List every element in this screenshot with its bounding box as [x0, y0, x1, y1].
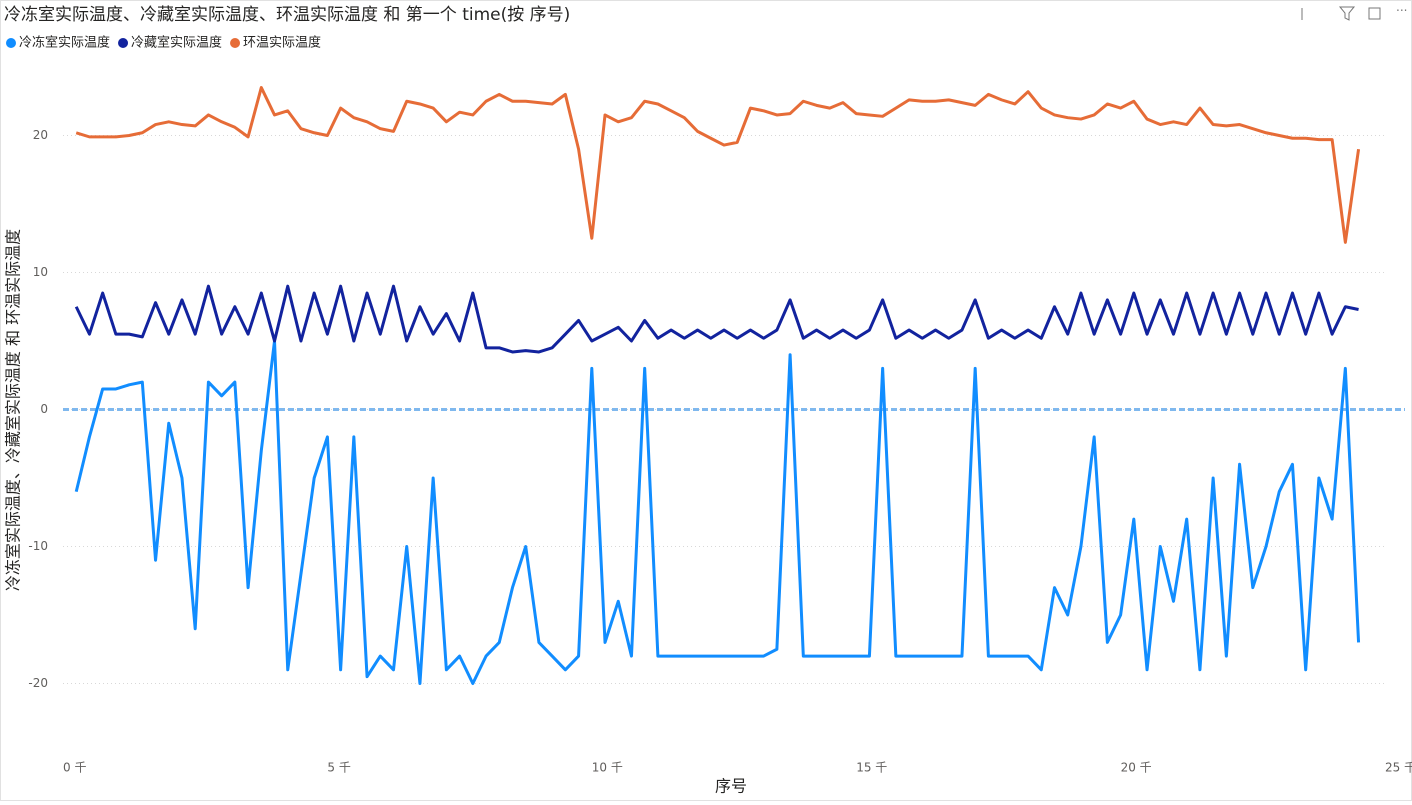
x-axis-title: 序号 — [715, 777, 747, 796]
filter-icon[interactable] — [1338, 6, 1356, 21]
y-tick-label: 20 — [33, 128, 48, 142]
y-axis-title: 冷冻室实际温度、冷藏室实际温度 和 环温实际温度 — [4, 229, 23, 591]
x-tick-label: 25 千 — [1385, 761, 1412, 775]
y-tick-label: 0 — [40, 402, 48, 416]
focus-icon[interactable] — [1368, 7, 1381, 20]
x-tick-label: 5 千 — [327, 761, 350, 775]
series-line — [74, 339, 1361, 685]
legend-marker — [118, 38, 129, 48]
y-tick-label: -10 — [28, 539, 48, 553]
series-line — [74, 284, 1359, 354]
toolbar-icons[interactable]: ··· — [1301, 4, 1407, 21]
legend-label: 环温实际温度 — [243, 35, 321, 51]
y-tick-label: 10 — [33, 265, 48, 279]
x-tick-label: 0 千 — [63, 761, 86, 775]
legend-marker — [230, 38, 241, 48]
y-tick-label: -20 — [28, 676, 48, 690]
series-line — [75, 86, 1361, 244]
more-icon[interactable]: ··· — [1396, 4, 1407, 18]
chart-title: 冷冻室实际温度、冷藏室实际温度、环温实际温度 和 第一个 time(按 序号) — [4, 5, 570, 25]
x-tick-label: 20 千 — [1121, 761, 1152, 775]
legend-marker — [6, 38, 16, 48]
legend-label: 冷冻室实际温度 — [19, 35, 110, 51]
x-tick-label: 10 千 — [592, 761, 623, 775]
x-tick-label: 15 千 — [856, 761, 887, 775]
legend-label: 冷藏室实际温度 — [131, 35, 222, 51]
